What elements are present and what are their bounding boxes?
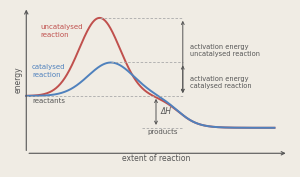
Text: products: products xyxy=(148,129,178,135)
Text: extent of reaction: extent of reaction xyxy=(122,154,190,163)
Text: reactants: reactants xyxy=(32,98,65,104)
Text: activation energy
catalysed reaction: activation energy catalysed reaction xyxy=(190,76,251,89)
Text: catalysed
reaction: catalysed reaction xyxy=(32,64,65,78)
Text: energy: energy xyxy=(13,67,22,93)
Text: ΔH: ΔH xyxy=(160,107,171,116)
Text: activation energy
uncatalysed reaction: activation energy uncatalysed reaction xyxy=(190,44,260,57)
Text: uncatalysed
reaction: uncatalysed reaction xyxy=(40,24,83,38)
